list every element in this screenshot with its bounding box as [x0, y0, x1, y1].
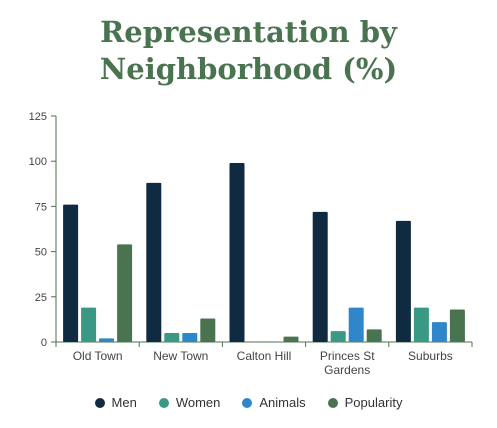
legend-item-men: Men	[94, 395, 137, 410]
chart-title: Representation by Neighborhood (%)	[0, 14, 497, 88]
bar-animals-old-town	[99, 338, 115, 342]
x-tick-label: Gardens	[324, 363, 370, 377]
y-tick-label: 100	[29, 156, 47, 168]
bar-animals-princes-st-gardens	[348, 307, 364, 342]
x-tick-label: Calton Hill	[237, 349, 292, 363]
legend-label: Men	[111, 395, 137, 410]
legend-swatch-men	[94, 397, 105, 408]
legend-swatch-animals	[242, 397, 253, 408]
x-tick-label: Suburbs	[408, 349, 453, 363]
chart-title-line-2: Neighborhood (%)	[99, 52, 398, 86]
y-tick-label: 25	[35, 292, 47, 304]
legend-item-popularity: Popularity	[327, 395, 403, 410]
bar-women-old-town	[81, 307, 97, 342]
legend-swatch-popularity	[327, 397, 338, 408]
bar-men-old-town	[63, 204, 79, 342]
legend-swatch-women	[158, 397, 169, 408]
x-tick-label: New Town	[153, 349, 208, 363]
bar-popularity-old-town	[117, 244, 133, 342]
x-tick-label: Old Town	[73, 349, 123, 363]
chart-title-line-1: Representation by	[100, 15, 397, 49]
bar-men-new-town	[146, 182, 162, 342]
bar-popularity-suburbs	[449, 309, 465, 342]
bar-popularity-princes-st-gardens	[366, 329, 382, 342]
chart-legend: Men Women Animals Popularity	[0, 395, 497, 410]
x-tick-label: Princes St	[320, 349, 375, 363]
y-tick-label: 75	[35, 201, 47, 213]
legend-label: Women	[175, 395, 221, 410]
bar-women-new-town	[164, 332, 180, 342]
y-tick-label: 50	[35, 247, 47, 259]
bar-men-princes-st-gardens	[312, 211, 328, 342]
y-tick-label: 0	[41, 337, 47, 349]
legend-label: Animals	[259, 395, 306, 410]
legend-item-women: Women	[158, 395, 221, 410]
bar-animals-suburbs	[431, 322, 447, 342]
bar-popularity-new-town	[200, 318, 216, 342]
bar-women-suburbs	[413, 307, 429, 342]
bar-popularity-calton-hill	[283, 336, 299, 342]
bar-women-princes-st-gardens	[330, 331, 346, 342]
y-tick-label: 125	[29, 111, 47, 123]
bar-animals-new-town	[182, 332, 198, 342]
bar-men-suburbs	[395, 220, 411, 342]
legend-label: Popularity	[344, 395, 403, 410]
bar-men-calton-hill	[229, 163, 245, 342]
legend-item-animals: Animals	[242, 395, 306, 410]
